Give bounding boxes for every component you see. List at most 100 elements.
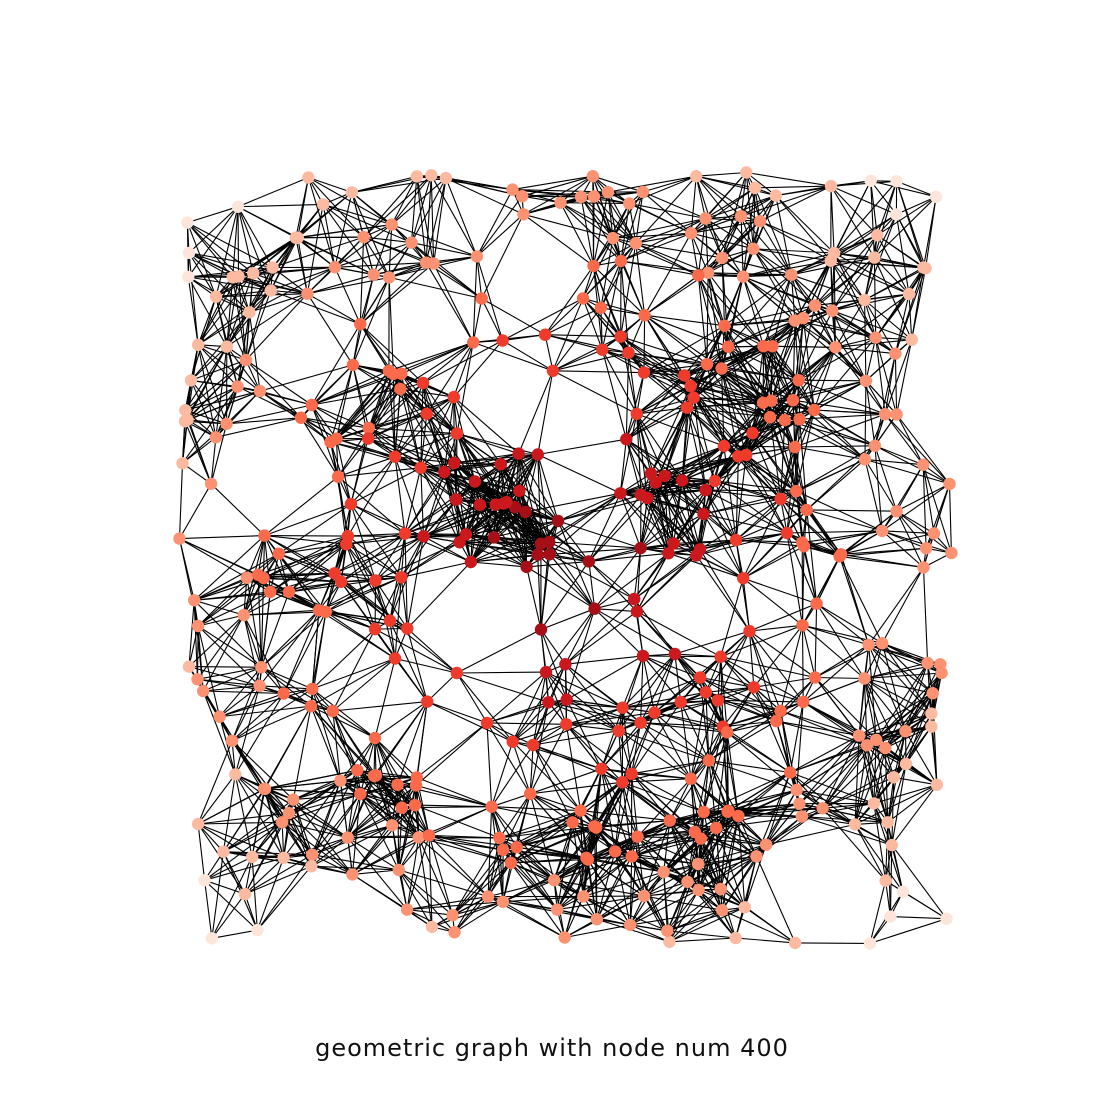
graph-edge: [187, 276, 228, 347]
graph-edge: [887, 784, 938, 823]
graph-edge: [557, 494, 642, 522]
graph-edge: [622, 691, 707, 709]
graph-edge: [802, 624, 869, 646]
graph-edge: [726, 732, 739, 817]
graph-edge: [745, 172, 777, 197]
graph-node: [238, 887, 252, 901]
graph-node: [784, 766, 797, 779]
graph-edge: [640, 475, 666, 549]
graph-node: [188, 594, 201, 607]
graph-edge: [922, 196, 937, 268]
graph-edge: [452, 849, 504, 916]
graph-node: [917, 261, 930, 274]
graph-node: [867, 797, 881, 810]
graph-edge: [307, 177, 365, 238]
graph-edge: [873, 739, 877, 804]
graph-edge: [631, 722, 642, 774]
graph-edge: [751, 346, 765, 434]
graph-edge: [270, 543, 347, 593]
graph-node: [305, 860, 318, 873]
graph-edge: [336, 370, 390, 440]
graph-edge: [720, 656, 724, 727]
graph-node: [750, 850, 763, 863]
graph-edge: [491, 806, 504, 902]
graph-edge: [512, 741, 531, 794]
graph-edge: [865, 380, 876, 446]
graph-edge: [705, 630, 750, 693]
graph-node: [926, 687, 939, 700]
graph-edge: [249, 293, 308, 313]
graph-edge: [799, 418, 876, 447]
graph-edge: [330, 364, 354, 443]
graph-edge: [655, 482, 704, 515]
graph-edge: [523, 213, 594, 267]
graph-edge: [814, 409, 886, 415]
graph-edge: [544, 265, 594, 336]
graph-node: [852, 729, 866, 742]
graph-edge: [198, 812, 289, 825]
graph-edge: [690, 195, 777, 234]
graph-edge: [456, 671, 547, 674]
graph-edge: [833, 252, 866, 301]
graph-edge: [186, 419, 212, 484]
graph-edge: [197, 276, 239, 346]
graph-edge: [232, 277, 250, 313]
graph-edge: [334, 535, 424, 574]
graph-edge: [720, 656, 728, 733]
graph-node: [448, 926, 461, 939]
graph-edge: [896, 510, 927, 549]
graph-edge: [433, 255, 477, 265]
graph-edge: [714, 480, 807, 511]
graph-edge: [864, 299, 877, 338]
graph-edge: [420, 382, 424, 468]
graph-edge: [691, 232, 754, 250]
graph-edge: [330, 441, 421, 469]
graph-edge: [222, 774, 236, 852]
graph-edge: [556, 856, 633, 911]
graph-edge: [295, 237, 336, 268]
graph-edge: [780, 710, 860, 737]
graph-edge: [873, 257, 913, 340]
graph-edge: [243, 591, 290, 616]
graph-node: [722, 340, 735, 353]
graph-node: [198, 874, 211, 887]
graph-edge: [243, 574, 259, 616]
graph-edge: [518, 370, 554, 454]
graph-edge: [322, 203, 412, 244]
graph-edge: [666, 888, 722, 932]
graph-edge: [452, 837, 500, 916]
graph-edge: [486, 722, 567, 725]
graph-edge: [188, 252, 199, 345]
graph-edge: [394, 432, 458, 458]
graph-edge: [620, 191, 644, 262]
graph-edge: [237, 206, 297, 239]
graph-edge: [636, 413, 666, 477]
graph-node: [439, 171, 453, 185]
graph-edge: [406, 835, 430, 910]
graph-edge: [887, 822, 904, 892]
graph-edge: [668, 552, 744, 579]
graph-node: [614, 330, 627, 343]
graph-edge: [374, 737, 403, 808]
graph-edge: [620, 492, 674, 544]
graph-edge: [374, 577, 402, 630]
graph-edge: [582, 260, 622, 299]
graph-edge: [339, 737, 376, 782]
graph-edge: [553, 822, 574, 881]
graph-node: [237, 608, 250, 622]
graph-node: [663, 935, 676, 948]
graph-edge: [197, 678, 284, 695]
graph-edge: [894, 293, 910, 354]
graph-edge: [593, 196, 622, 262]
graph-edge: [491, 806, 581, 812]
graph-edge: [580, 810, 633, 857]
graph-edge: [406, 561, 472, 629]
graph-edge: [188, 252, 273, 269]
graph-edge: [721, 909, 796, 944]
graph-edge: [178, 538, 199, 627]
graph-edge: [351, 793, 361, 875]
graph-edge: [703, 771, 791, 813]
graph-node: [204, 477, 218, 490]
graph-node: [531, 548, 544, 561]
graph-edge: [601, 349, 638, 415]
